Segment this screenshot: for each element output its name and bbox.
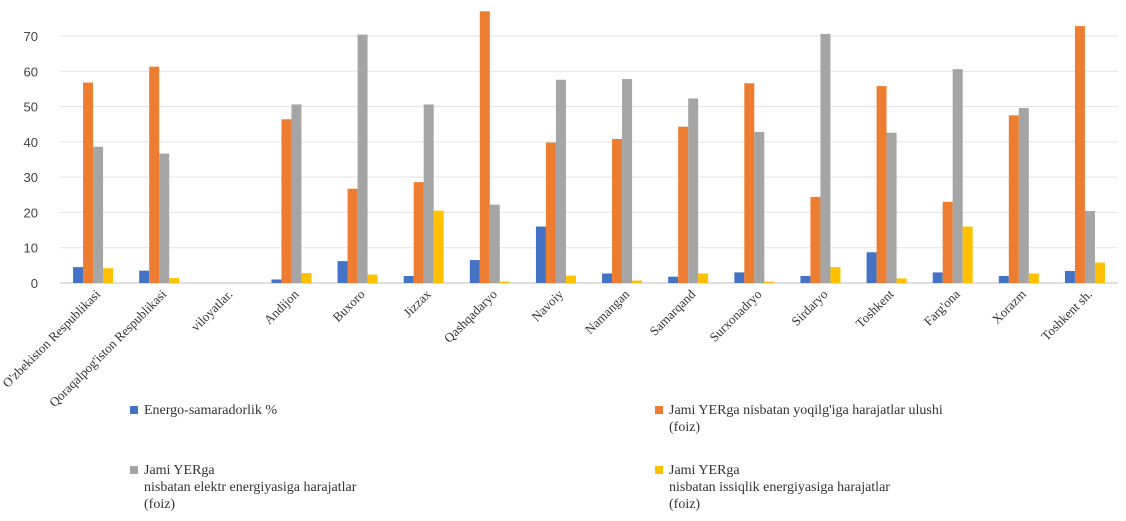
x-tick-label: Jizzax [400, 286, 434, 320]
x-tick-label: Surxonadryo [706, 287, 764, 345]
bar-series-3 [622, 79, 633, 283]
legend-label-4: Jami YERga nisbatan issiqlik energiyasig… [669, 463, 890, 512]
bar-series-2 [149, 66, 160, 283]
bar-series-1 [800, 275, 811, 283]
legend-swatch-2 [655, 406, 663, 414]
bar-series-4 [764, 281, 775, 283]
bar-series-1 [403, 275, 414, 283]
bar-series-3 [357, 34, 368, 284]
bar-series-4 [962, 226, 973, 283]
bar-series-3 [1018, 107, 1029, 284]
bar-series-4 [169, 278, 180, 283]
bar-series-3 [93, 146, 104, 283]
x-tick-label: Navoiy [528, 286, 566, 324]
legend-swatch-4 [655, 466, 663, 474]
bar-series-3 [952, 69, 963, 283]
bar-series-2 [83, 82, 94, 283]
bar-series-4 [103, 268, 114, 283]
bar-series-3 [1084, 211, 1095, 283]
bar-series-1 [734, 272, 745, 283]
x-tick-label: Buxoro [330, 287, 368, 325]
bar-series-3 [423, 104, 434, 283]
bar-series-4 [499, 281, 510, 283]
bar-series-1 [469, 260, 480, 283]
y-tick-label: 40 [24, 135, 38, 150]
x-tick-label: viloyatlar. [188, 287, 236, 335]
bar-series-2 [413, 182, 424, 283]
bar-series-1 [998, 275, 1009, 283]
bar-series-2 [678, 126, 689, 283]
bar-series-2 [545, 142, 556, 283]
bar-series-2 [744, 83, 755, 283]
x-tick-label: Andijon [261, 286, 302, 327]
bar-series-1 [668, 276, 679, 283]
bar-series-4 [632, 280, 643, 283]
bar-series-3 [754, 131, 765, 283]
x-axis: O'zbekiston RespublikasiQoraqalpog'iston… [0, 286, 1095, 410]
bar-series-2 [942, 201, 953, 283]
bar-series-4 [1028, 273, 1039, 283]
bar-series-1 [535, 226, 546, 283]
x-tick-label: Toshkent sh. [1038, 287, 1095, 344]
x-tick-label: Sirdaryo [788, 287, 830, 329]
bar-series-1 [602, 273, 613, 283]
legend-label-3: Jami YERga nisbatan elektr energiyasiga … [144, 463, 357, 512]
bar-series-3 [291, 104, 302, 283]
bar-series-2 [281, 119, 292, 283]
bar-series-3 [820, 33, 831, 283]
legend-swatch-1 [130, 406, 138, 414]
bar-series-4 [1094, 262, 1105, 283]
y-tick-label: 10 [24, 241, 38, 256]
bar-series-2 [810, 196, 821, 283]
bars [73, 11, 1105, 284]
bar-series-4 [565, 275, 576, 283]
bar-series-1 [73, 267, 84, 283]
bar-series-2 [612, 139, 623, 283]
bar-series-3 [489, 204, 500, 283]
y-axis: 0 10 20 30 40 50 60 70 [24, 29, 38, 291]
y-tick-label: 20 [24, 205, 38, 220]
y-tick-label: 0 [31, 276, 38, 291]
x-tick-label: Xorazm [989, 287, 1029, 327]
x-tick-label: Farg'ona [921, 286, 963, 328]
bar-series-3 [886, 132, 897, 283]
bar-series-1 [866, 252, 877, 283]
bar-series-2 [876, 86, 887, 283]
y-tick-label: 70 [24, 29, 38, 44]
bar-series-1 [271, 279, 282, 283]
bar-series-4 [433, 210, 444, 283]
bar-series-4 [698, 273, 709, 283]
x-tick-label: Toshkent [853, 286, 897, 330]
bar-series-1 [932, 272, 943, 283]
bar-series-4 [830, 267, 841, 283]
bar-series-1 [337, 261, 348, 283]
bar-series-3 [159, 153, 170, 283]
bar-series-2 [1074, 26, 1085, 284]
legend-label-2: Jami YERga nisbatan yoqilg'iga harajatla… [669, 403, 943, 435]
y-tick-label: 30 [24, 170, 38, 185]
bar-series-4 [896, 278, 907, 283]
gridlines [60, 35, 1118, 284]
bar-series-3 [688, 98, 699, 283]
bar-series-3 [555, 79, 566, 283]
bar-series-4 [301, 273, 312, 283]
y-tick-label: 50 [24, 100, 38, 115]
y-tick-label: 60 [24, 64, 38, 79]
bar-series-2 [347, 188, 358, 283]
legend-label-1: Energo-samaradorlik % [144, 403, 278, 418]
legend-swatch-3 [130, 466, 138, 474]
bar-series-1 [139, 270, 150, 283]
bar-series-2 [479, 11, 490, 284]
x-tick-label: Qoraqalpog'iston Respublikasi [46, 286, 170, 410]
x-tick-label: Samarqand [646, 286, 698, 338]
x-tick-label: Qashqadaryo [441, 287, 500, 346]
bar-series-1 [1064, 271, 1075, 283]
x-tick-label: Namangan [582, 286, 633, 337]
bar-series-4 [367, 274, 378, 283]
bar-series-2 [1008, 115, 1019, 284]
